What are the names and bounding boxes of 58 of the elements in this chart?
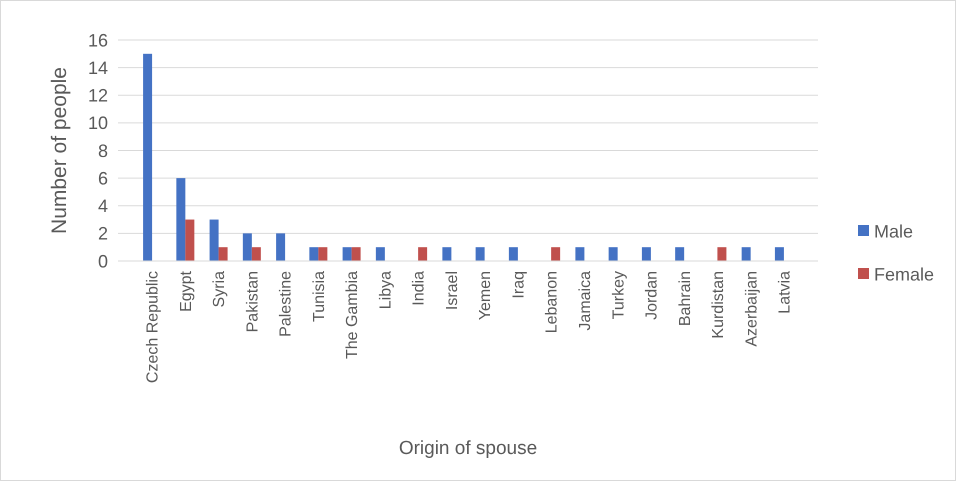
y-tick-label: 4: [98, 196, 108, 216]
y-axis-title: Number of people: [48, 67, 71, 234]
bar: [242, 233, 252, 261]
bar: [742, 247, 751, 261]
y-tick-label: 2: [98, 224, 108, 244]
bar: [352, 247, 361, 261]
bar: [318, 247, 328, 261]
y-tick-label: 16: [88, 30, 108, 50]
x-tick-label: Jamaica: [576, 270, 594, 331]
bar: [276, 233, 286, 261]
x-tick-label: Tunisia: [310, 270, 328, 322]
bar: [342, 247, 352, 261]
legend-label: Female: [874, 264, 934, 284]
x-tick-label: Pakistan: [244, 271, 262, 332]
legend-label: Male: [874, 221, 914, 242]
x-tick-label: Israel: [444, 271, 461, 310]
x-tick-label: Latvia: [776, 270, 794, 314]
y-tick-label: 10: [88, 113, 108, 134]
x-tick-label: Lebanon: [544, 271, 561, 334]
x-tick-label: Jordan: [644, 271, 660, 320]
bar: [252, 247, 261, 261]
x-tick-label: Kurdistan: [710, 271, 728, 339]
x-tick-label: Syria: [211, 270, 228, 308]
bar: [508, 247, 518, 261]
x-tick-label: Azerbaijan: [743, 271, 760, 347]
x-tick-label: Egypt: [178, 270, 195, 312]
bar: [608, 247, 618, 261]
x-tick-label: The Gambia: [344, 270, 362, 360]
x-tick-label: Turkey: [610, 271, 628, 320]
bar: [442, 247, 452, 261]
bar: [418, 247, 428, 261]
bar: [642, 247, 651, 261]
bar: [551, 247, 560, 261]
bar: [218, 247, 228, 261]
y-tick-label: 14: [88, 58, 108, 78]
x-tick-label: Bahrain: [676, 271, 694, 326]
x-tick-label: Palestine: [278, 270, 295, 337]
bar: [143, 54, 152, 261]
bar: [309, 247, 318, 261]
bar: [717, 247, 726, 261]
x-tick-label: India: [410, 270, 428, 306]
bar: [675, 247, 684, 261]
x-tick-label: Libya: [377, 270, 394, 310]
bar: [185, 220, 194, 261]
y-tick-label: 6: [98, 168, 108, 188]
bar: [476, 247, 485, 261]
x-tick-label: Czech Republic: [144, 271, 162, 384]
y-tick-label: 12: [88, 86, 108, 106]
x-tick-label: Iraq: [510, 271, 528, 299]
bar: [575, 247, 584, 261]
bar: [376, 247, 385, 261]
bar: [176, 178, 186, 261]
y-tick-label: 0: [98, 251, 108, 272]
x-tick-label: Yemen: [477, 271, 494, 320]
x-axis-title: Origin of spouse: [398, 438, 538, 459]
bar: [210, 220, 219, 261]
bar: [774, 247, 784, 261]
y-tick-label: 8: [98, 140, 108, 161]
